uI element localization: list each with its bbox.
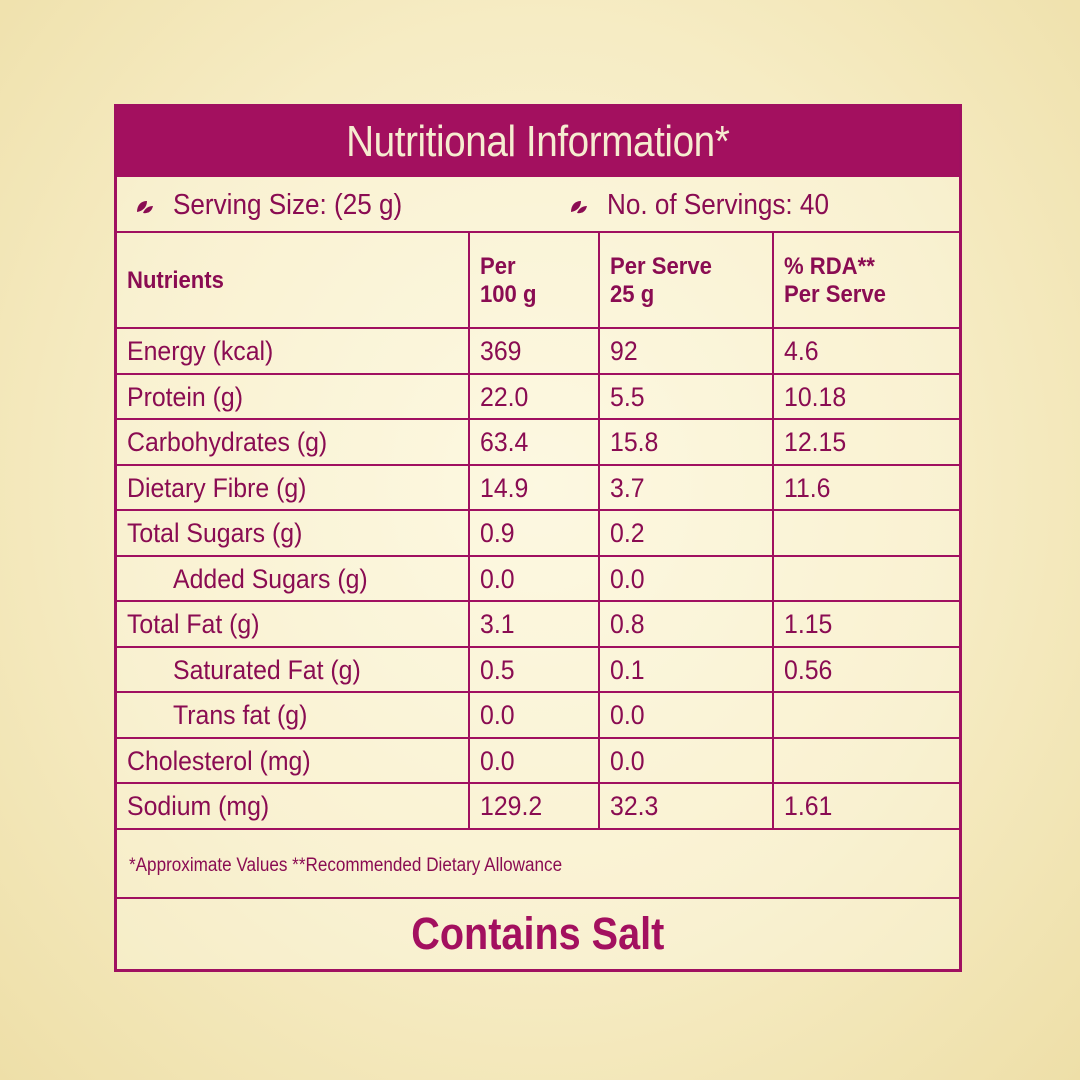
title-bar: Nutritional Information* (117, 107, 959, 177)
row-divider (117, 736, 959, 739)
column-header: Per Serve 25 g (610, 253, 712, 308)
row-divider (117, 691, 959, 693)
row-divider (117, 463, 959, 466)
nutrient-value: 0.0 (610, 700, 645, 730)
leaf-icon (137, 200, 153, 213)
nutrient-value: 0.9 (480, 518, 515, 548)
nutrient-name: Carbohydrates (g) (127, 427, 328, 457)
nutrient-value: 12.15 (784, 427, 847, 457)
nutrition-table: Nutrients Per 100 g Per Serve 25 g % RDA** Per… (117, 233, 959, 833)
column-divider (468, 233, 470, 830)
panel-title: Nutritional Information* (346, 117, 730, 166)
nutrient-value: 3.1 (480, 609, 515, 639)
nutrient-name: Saturated Fat (g) (173, 654, 361, 685)
servings-count-label: No. of Servings: 40 (607, 189, 829, 221)
nutrient-value: 10.18 (784, 381, 847, 412)
nutrient-name: Energy (kcal) (127, 336, 274, 366)
column-divider (772, 233, 774, 830)
nutrient-name: Protein (g) (127, 381, 243, 412)
nutrient-name: Total Fat (g) (127, 609, 260, 639)
nutrient-value: 0.1 (610, 654, 645, 685)
row-divider (117, 645, 959, 648)
contains-text: Contains Salt (411, 908, 665, 959)
nutrient-name: Sodium (mg) (127, 791, 270, 821)
column-divider (598, 233, 600, 830)
divider (117, 897, 959, 899)
row-divider (117, 554, 959, 557)
nutrient-value: 11.6 (784, 472, 831, 503)
nutrient-value: 14.9 (480, 472, 529, 503)
nutrient-value: 22.0 (480, 381, 529, 412)
column-header: % RDA** Per Serve (784, 253, 886, 308)
serving-size: Serving Size: (25 g) (135, 189, 428, 222)
row-divider (117, 327, 959, 329)
nutrient-value: 0.2 (610, 518, 645, 548)
nutrient-value: 369 (480, 336, 522, 366)
nutrient-value: 0.0 (610, 563, 645, 594)
nutrient-value: 129.2 (480, 791, 543, 821)
row-divider (117, 600, 959, 602)
nutrient-name: Added Sugars (g) (173, 563, 368, 594)
nutrient-name: Cholesterol (mg) (127, 745, 311, 776)
row-divider (117, 509, 959, 511)
nutrient-value: 0.0 (480, 700, 515, 730)
leaf-icon (571, 200, 587, 213)
serving-size-label: Serving Size: (25 g) (173, 189, 403, 221)
nutrient-value: 1.15 (784, 609, 833, 639)
nutrient-value: 63.4 (480, 427, 529, 457)
nutrient-value: 0.0 (480, 745, 515, 776)
nutrient-value: 5.5 (610, 381, 645, 412)
nutrient-value: 0.8 (610, 609, 645, 639)
servings-count: No. of Servings: 40 (569, 189, 854, 222)
contains-salt-banner: Contains Salt (117, 899, 959, 969)
nutrient-value: 0.0 (610, 745, 645, 776)
serving-info-row: Serving Size: (25 g) No. of Servings: 40 (117, 177, 959, 233)
nutrient-value: 0.5 (480, 654, 515, 685)
nutrient-value: 1.61 (784, 791, 833, 821)
column-header: Per 100 g (480, 253, 537, 308)
nutrient-value: 92 (610, 336, 638, 366)
nutrient-name: Total Sugars (g) (127, 518, 303, 548)
nutrient-value: 3.7 (610, 472, 645, 503)
row-divider (117, 418, 959, 420)
nutrient-value: 4.6 (784, 336, 819, 366)
nutrient-value: 32.3 (610, 791, 659, 821)
footnote: *Approximate Values **Recommended Dietar… (129, 855, 563, 876)
row-divider (117, 782, 959, 784)
nutrient-name: Trans fat (g) (173, 700, 308, 730)
row-divider (117, 827, 959, 830)
nutrient-value: 15.8 (610, 427, 659, 457)
nutrient-value: 0.56 (784, 654, 833, 685)
nutrition-panel: Nutritional Information* Serving Size: (… (114, 104, 962, 972)
nutrient-value: 0.0 (480, 563, 515, 594)
column-header: Nutrients (127, 267, 224, 294)
row-divider (117, 372, 959, 375)
nutrient-name: Dietary Fibre (g) (127, 472, 307, 503)
